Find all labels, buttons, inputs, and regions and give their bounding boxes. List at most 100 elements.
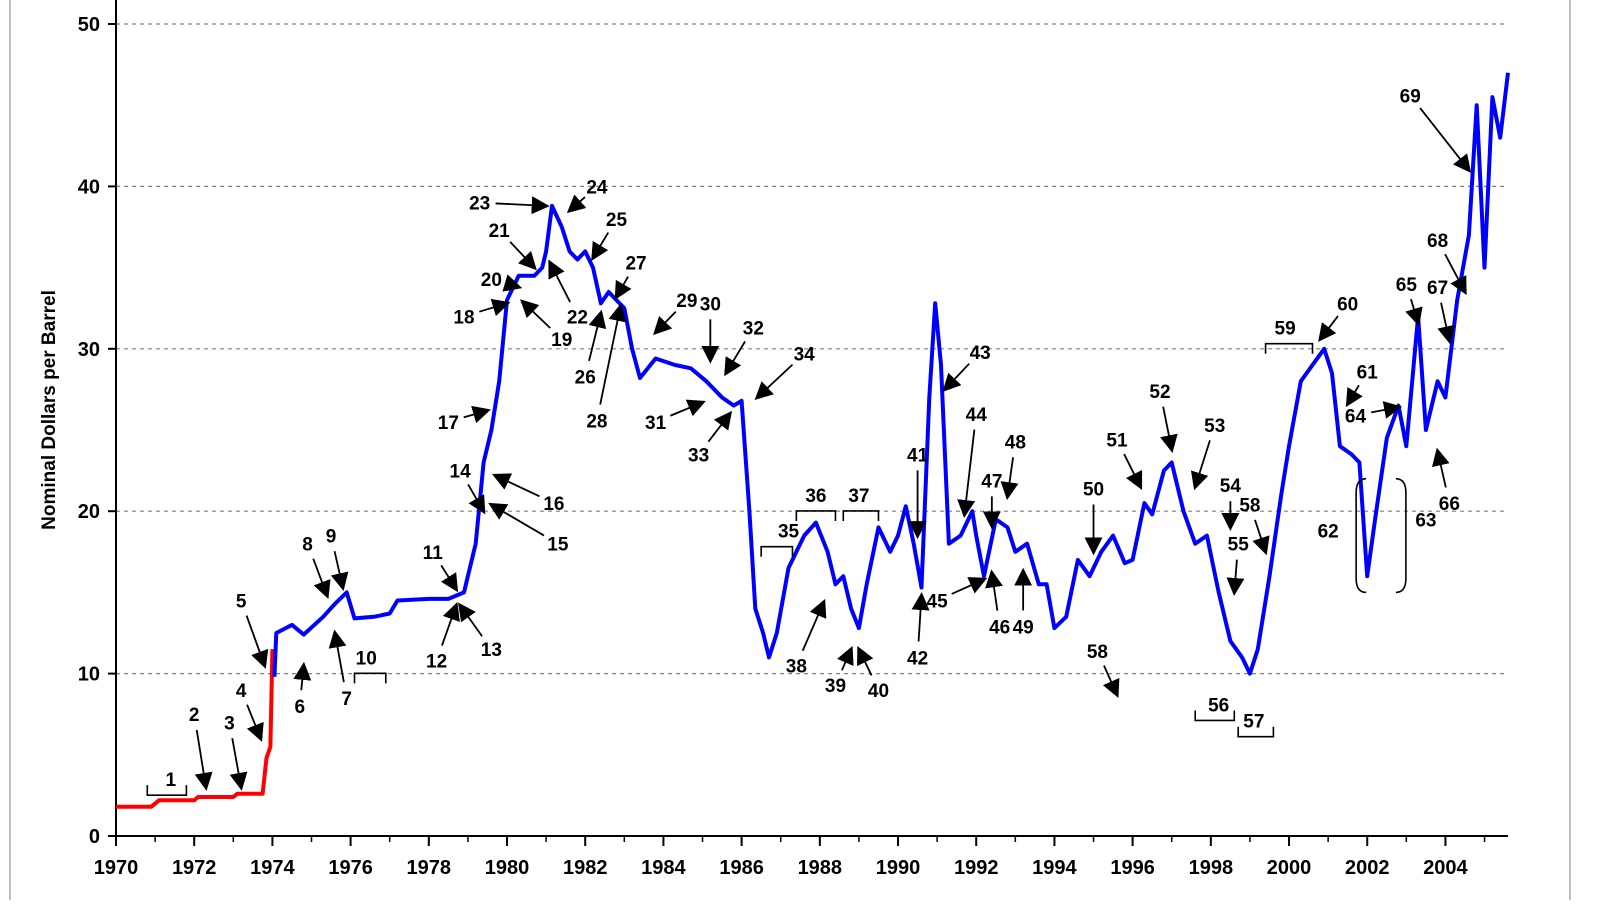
annotation-label: 8 xyxy=(302,535,313,556)
annotation-arrow xyxy=(588,309,607,362)
annotation-label: 17 xyxy=(438,413,459,434)
annotation-label: 20 xyxy=(481,270,502,291)
annotation-label: 9 xyxy=(326,527,337,548)
annotation-arrow xyxy=(957,429,976,519)
annotation-arrow xyxy=(328,629,347,683)
annotation-arrow xyxy=(1432,447,1450,488)
annotation-label: 54 xyxy=(1220,476,1242,497)
annotation-label: 18 xyxy=(453,307,474,328)
annotation-label: 37 xyxy=(848,486,869,507)
annotation-label: 32 xyxy=(743,319,764,340)
annotation-label: 49 xyxy=(1013,618,1034,639)
annotation-arrow xyxy=(245,615,269,669)
annotation-label: 14 xyxy=(450,462,472,483)
x-tick-label: 1976 xyxy=(328,857,373,879)
annotation-label: 38 xyxy=(786,656,807,677)
annotation-label: 46 xyxy=(989,618,1010,639)
annotation-label: 10 xyxy=(356,648,377,669)
annotation-arrow xyxy=(670,399,706,417)
annotation-label: 55 xyxy=(1228,535,1250,556)
annotation-arrow xyxy=(330,550,349,592)
annotation-arrow xyxy=(502,274,523,292)
annotation-label: 26 xyxy=(575,367,596,388)
annotation-arrow xyxy=(1444,253,1467,296)
y-tick-label: 40 xyxy=(78,176,100,198)
annotation-arrow xyxy=(479,298,511,317)
annotation-label: 67 xyxy=(1427,278,1448,299)
annotation-arrow xyxy=(754,363,794,400)
y-tick-label: 20 xyxy=(78,501,100,523)
annotation-label: 22 xyxy=(567,307,588,328)
annotation-bracket xyxy=(1237,726,1275,738)
annotation-arrow xyxy=(911,592,930,642)
annotation-label: 61 xyxy=(1357,363,1379,384)
annotation-label: 6 xyxy=(294,697,305,718)
annotation-arrow xyxy=(837,645,854,671)
annotation-arrow xyxy=(492,473,540,498)
annotation-arrow xyxy=(1371,401,1403,419)
x-tick-label: 1970 xyxy=(94,857,139,879)
x-tick-label: 1990 xyxy=(876,857,921,879)
annotation-arrow xyxy=(441,601,460,646)
annotation-arrow xyxy=(509,241,537,271)
annotation-label: 31 xyxy=(645,413,667,434)
annotation-arrow xyxy=(457,602,483,637)
annotation-label: 60 xyxy=(1337,294,1358,315)
y-tick-label: 10 xyxy=(78,664,100,686)
grid-lines xyxy=(116,23,1508,675)
annotation-arrow xyxy=(653,310,677,336)
annotation-arrow xyxy=(467,484,486,515)
annotation-arrow xyxy=(495,196,550,215)
annotation-label: 16 xyxy=(543,494,564,515)
x-tick-label: 2004 xyxy=(1423,857,1468,879)
annotation-label: 23 xyxy=(469,194,490,215)
annotation-arrow xyxy=(599,303,627,405)
x-tick-label: 2002 xyxy=(1345,857,1390,879)
annotation-arrow xyxy=(1160,406,1178,454)
annotation-label: 28 xyxy=(586,411,607,432)
annotation-arrow xyxy=(440,564,459,593)
annotation-arrow xyxy=(246,704,264,742)
x-tick-label: 2000 xyxy=(1267,857,1312,879)
annotation-label: 68 xyxy=(1427,231,1448,252)
annotation-label: 29 xyxy=(676,291,697,312)
annotation-label: 34 xyxy=(794,345,816,366)
annotation-arrow xyxy=(857,645,874,676)
annotation-arrow xyxy=(1190,440,1211,491)
annotation-label: 42 xyxy=(907,648,928,669)
annotation-arrow xyxy=(463,405,491,424)
x-tick-label: 1988 xyxy=(798,857,843,879)
annotation-arrow xyxy=(1318,315,1339,342)
annotation-arrow xyxy=(1000,457,1019,501)
annotation-bracket xyxy=(146,785,188,796)
annotation-arrow xyxy=(293,661,312,691)
annotation-arrow xyxy=(707,410,733,443)
annotation-label: 44 xyxy=(966,405,988,426)
x-tick-label: 1978 xyxy=(407,857,452,879)
annotation-arrow xyxy=(194,729,213,791)
annotation-label: 3 xyxy=(224,713,235,734)
annotation-label: 63 xyxy=(1415,510,1436,531)
annotation-arrow xyxy=(520,299,551,329)
annotation-label: 2 xyxy=(189,705,200,726)
annotation-label: 59 xyxy=(1275,319,1296,340)
x-tick-label: 1982 xyxy=(563,857,608,879)
x-tick-label: 1986 xyxy=(719,857,764,879)
annotation-arrow xyxy=(1102,665,1120,698)
annotation-arrow xyxy=(942,363,970,393)
y-tick-label: 50 xyxy=(78,14,100,36)
annotation-arrow xyxy=(566,194,587,214)
annotation-label: 58 xyxy=(1087,642,1108,663)
annotation-bracket xyxy=(760,545,794,557)
x-tick-label: 1994 xyxy=(1032,857,1077,879)
annotation-label: 11 xyxy=(423,543,444,564)
annotation-label: 35 xyxy=(778,522,800,543)
annotation-arrow xyxy=(1419,107,1472,173)
annotation-bracket xyxy=(1264,342,1314,354)
annotation-arrow xyxy=(591,232,610,261)
annotation-arrow xyxy=(1437,302,1456,345)
annotation-label: 1 xyxy=(165,770,176,791)
annotation-arrow xyxy=(951,577,988,595)
